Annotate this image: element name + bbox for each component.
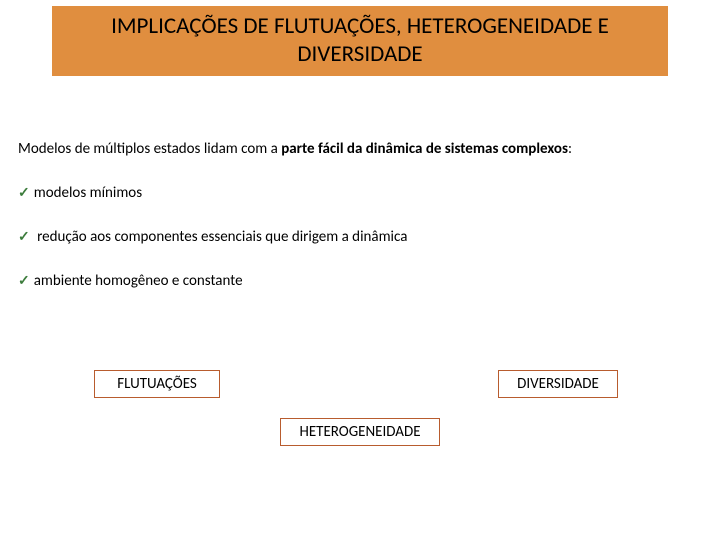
bullet-2: ✓ redução aos componentes essenciais que… [18,228,407,246]
bullet-1-text: modelos mínimos [34,184,142,202]
bullet-2-text: redução aos componentes essenciais que d… [34,228,408,246]
bullet-3-text: ambiente homogêneo e constante [34,272,243,290]
slide: IMPLICAÇÕES DE FLUTUAÇÕES, HETEROGENEIDA… [0,0,720,540]
bullet-3: ✓ambiente homogêneo e constante [18,272,243,290]
check-icon: ✓ [18,272,30,289]
check-icon: ✓ [18,228,30,245]
box-flutuacoes: FLUTUAÇÕES [94,370,220,398]
box-heterogeneidade: HETEROGENEIDADE [280,418,440,446]
intro-prefix: Modelos de múltiplos estados lidam com a [18,140,281,158]
slide-title: IMPLICAÇÕES DE FLUTUAÇÕES, HETEROGENEIDA… [52,13,668,68]
bullet-1: ✓modelos mínimos [18,184,142,202]
box-diversidade: DIVERSIDADE [498,370,618,398]
title-bar: IMPLICAÇÕES DE FLUTUAÇÕES, HETEROGENEIDA… [52,6,668,76]
intro-suffix: : [568,140,572,158]
check-icon: ✓ [18,184,30,201]
intro-bold: parte fácil da dinâmica de sistemas comp… [281,140,568,158]
intro-line: Modelos de múltiplos estados lidam com a… [18,140,572,158]
